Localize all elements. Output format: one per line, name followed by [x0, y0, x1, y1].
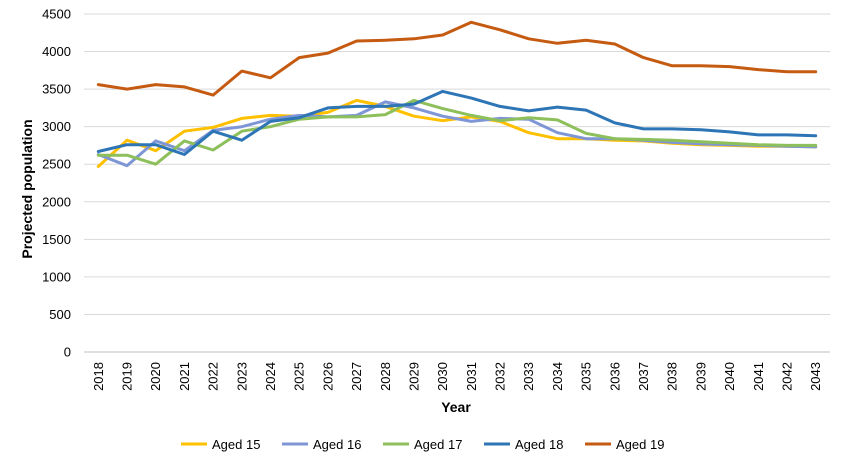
- x-tick-label: 2043: [808, 362, 823, 391]
- y-tick-label: 3000: [42, 119, 71, 134]
- y-tick-label: 4000: [42, 44, 71, 59]
- y-tick-label: 500: [49, 307, 71, 322]
- x-tick-label: 2028: [378, 362, 393, 391]
- y-tick-label: 1000: [42, 269, 71, 284]
- y-tick-label: 0: [64, 345, 71, 360]
- series-line-aged-18: [96, 89, 818, 156]
- x-tick-label: 2033: [521, 362, 536, 391]
- x-tick-label: 2037: [636, 362, 651, 391]
- x-tick-label: 2041: [751, 362, 766, 391]
- series-line-aged-16: [96, 100, 818, 168]
- x-tick-label: 2018: [91, 362, 106, 391]
- y-axis-title: Projected population: [19, 119, 35, 258]
- x-tick-label: 2030: [435, 362, 450, 391]
- x-axis-title: Year: [441, 399, 471, 415]
- x-tick-label: 2024: [263, 362, 278, 391]
- series-line-aged-15: [96, 98, 818, 168]
- legend: Aged 15 Aged 16 Aged 17 Aged 18 Aged 19: [181, 437, 664, 452]
- x-tick-label: 2029: [406, 362, 421, 391]
- x-tick-label: 2036: [607, 362, 622, 391]
- x-tick-label: 2019: [120, 362, 135, 391]
- y-tick-label: 3500: [42, 82, 71, 97]
- x-tick-label: 2021: [177, 362, 192, 391]
- y-tick-label: 4500: [42, 7, 71, 22]
- x-tick-label: 2026: [320, 362, 335, 391]
- x-tick-label: 2031: [464, 362, 479, 391]
- legend-label: Aged 16: [313, 437, 361, 452]
- legend-label: Aged 17: [414, 437, 462, 452]
- x-tick-label: 2027: [349, 362, 364, 391]
- x-tick-label: 2039: [693, 362, 708, 391]
- x-tick-label: 2023: [234, 362, 249, 391]
- gridlines: [84, 13, 830, 353]
- x-tick-label: 2034: [550, 362, 565, 391]
- series-line-aged-19: [96, 20, 818, 97]
- y-tick-label: 2000: [42, 194, 71, 209]
- x-tick-label: 2035: [579, 362, 594, 391]
- x-tick-label: 2032: [493, 362, 508, 391]
- legend-label: Aged 18: [515, 437, 563, 452]
- series-line-aged-17: [96, 98, 818, 166]
- x-tick-label: 2042: [779, 362, 794, 391]
- x-tick-label: 2038: [665, 362, 680, 391]
- x-tick-label: 2040: [722, 362, 737, 391]
- y-tick-label: 1500: [42, 232, 71, 247]
- x-tick-label: 2020: [148, 362, 163, 391]
- y-tick-label: 2500: [42, 157, 71, 172]
- x-axis-ticks: 2018 2019 2020 2021 2022 2023 2024 2025 2026 2027…: [91, 362, 823, 391]
- legend-label: Aged 15: [212, 437, 260, 452]
- x-tick-label: 2025: [292, 362, 307, 391]
- legend-label: Aged 19: [616, 437, 664, 452]
- series-lines: [96, 20, 818, 168]
- x-tick-label: 2022: [206, 362, 221, 391]
- y-axis-ticks: 0 500 1000 1500 2000 2500 3000 3500 4000 4500: [42, 7, 71, 360]
